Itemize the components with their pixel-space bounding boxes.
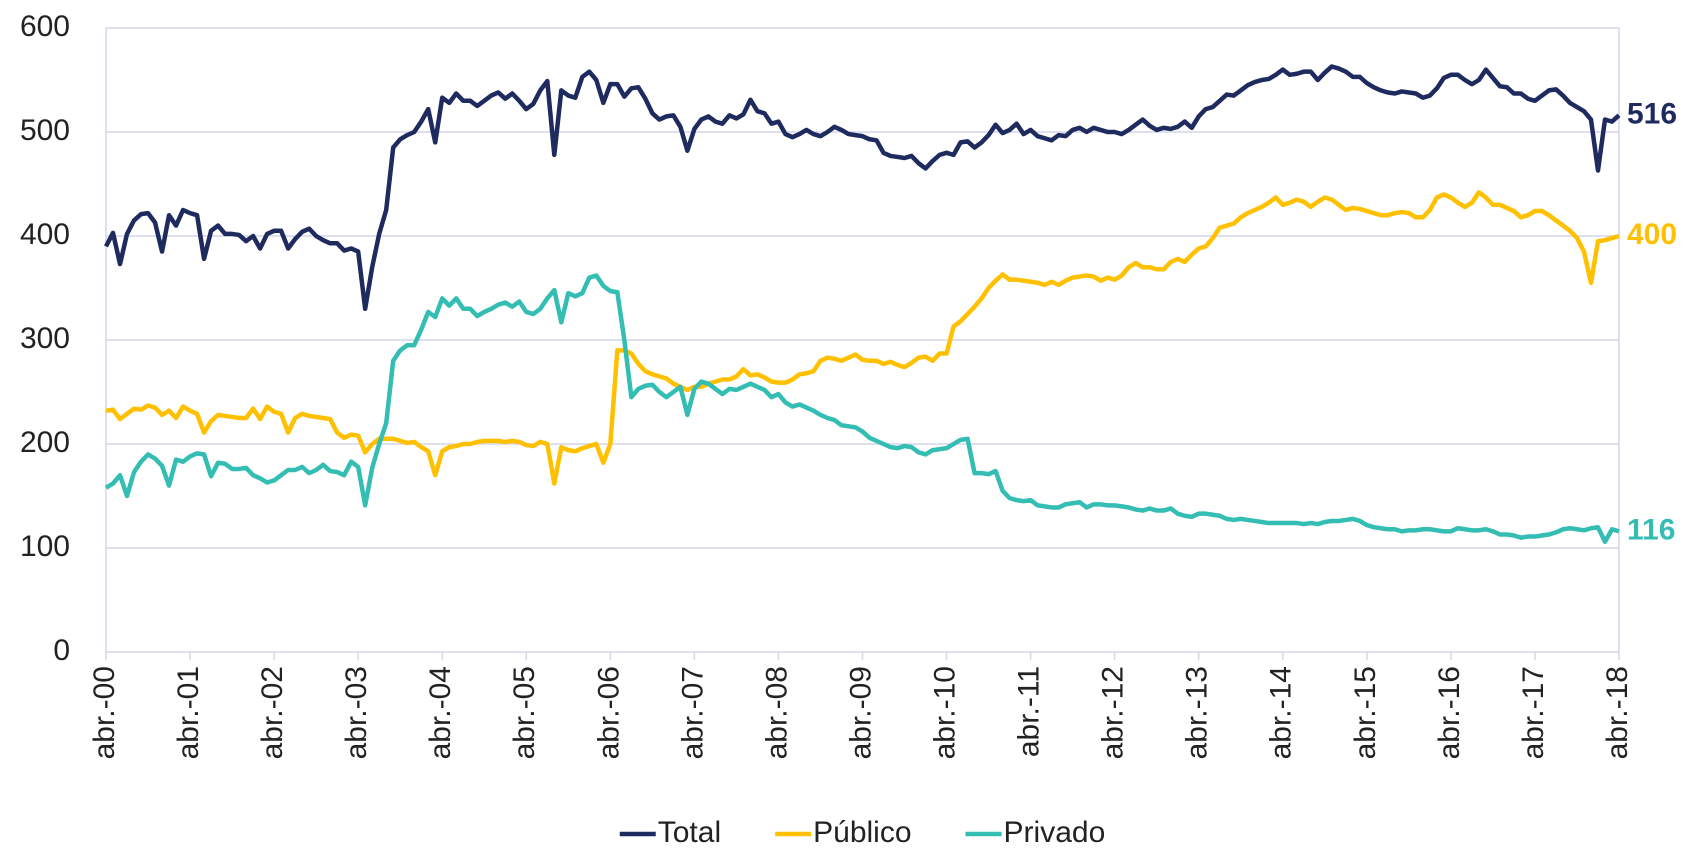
legend-label: Público: [813, 816, 911, 849]
x-tick-label: abr.-04: [424, 666, 457, 759]
x-tick-label: abr.-06: [592, 666, 625, 759]
series-line: [105, 190, 1620, 486]
y-tick-label: 200: [20, 426, 70, 459]
end-value-label: 116: [1627, 513, 1675, 546]
x-tick-label: abr.-00: [88, 666, 121, 759]
end-value-label: 400: [1627, 218, 1677, 251]
legend: Total Público Privado: [619, 816, 1106, 849]
y-tick-label: 300: [20, 322, 70, 355]
x-tick-label: abr.-08: [760, 666, 793, 759]
y-tick-label: 100: [20, 530, 70, 563]
y-tick-label: 0: [53, 634, 70, 667]
x-tick-label: abr.-03: [340, 666, 373, 759]
y-tick-label: 600: [20, 10, 70, 43]
x-tick-label: abr.-07: [676, 666, 709, 759]
y-tick-label: 500: [20, 114, 70, 147]
legend-label: Total: [658, 816, 721, 849]
x-tick-label: abr.-01: [172, 666, 205, 759]
legend-label: Privado: [1004, 816, 1106, 849]
x-tick-label: abr.-09: [844, 666, 877, 759]
x-tick-label: abr.-16: [1433, 666, 1466, 759]
x-tick-label: abr.-05: [508, 666, 541, 759]
x-tick-label: abr.-02: [256, 666, 289, 759]
x-tick-label: abr.-17: [1517, 666, 1550, 759]
x-tick-label: abr.-10: [928, 666, 961, 759]
x-tick-label: abr.-13: [1181, 666, 1214, 759]
end-value-label: 516: [1627, 97, 1677, 130]
x-tick-label: abr.-12: [1097, 666, 1130, 759]
x-tick-label: abr.-11: [1013, 666, 1046, 757]
series-line: [104, 64, 1621, 312]
x-tick-label: abr.-15: [1349, 666, 1382, 759]
x-tick-label: abr.-14: [1265, 666, 1298, 759]
series-line: [104, 273, 1620, 545]
x-tick-label: abr.-18: [1601, 666, 1634, 759]
y-tick-label: 400: [20, 218, 70, 251]
